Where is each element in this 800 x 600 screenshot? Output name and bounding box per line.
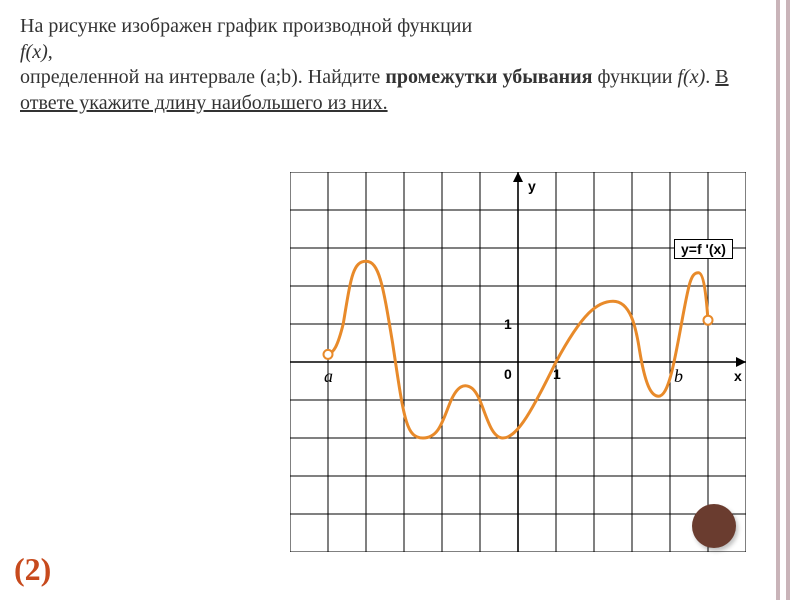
tick-y1: 1 [504, 316, 512, 332]
x-axis-label: x [734, 368, 742, 384]
chart-svg [290, 172, 746, 552]
y-axis-label: y [528, 178, 536, 194]
slide: На рисунке изображен график производной … [0, 0, 770, 600]
text-l1a: На рисунке изображен график производной … [20, 15, 472, 37]
text-l2b: промежутки убывания [385, 66, 592, 88]
text-l2e: . [705, 66, 715, 88]
text-l2a: определенной на интервале (a;b). Найдите [20, 66, 385, 88]
problem-text: На рисунке изображен график производной … [20, 14, 750, 116]
text-fx2: f(x) [677, 66, 705, 88]
right-border [770, 0, 800, 600]
answer-number: (2) [14, 551, 51, 588]
text-fx1: f(x) [20, 41, 48, 63]
a-label: a [324, 366, 333, 387]
b-label: b [674, 366, 683, 387]
legend-label: y=f '(x) [674, 239, 733, 259]
decorative-circle [692, 504, 736, 548]
chart-container: y=f '(x) y x 0 1 1 a b [290, 172, 746, 552]
tick-x1: 1 [553, 366, 561, 382]
text-l1c: , [48, 41, 53, 63]
origin-label: 0 [504, 366, 512, 382]
text-l2c: функции [592, 66, 677, 88]
